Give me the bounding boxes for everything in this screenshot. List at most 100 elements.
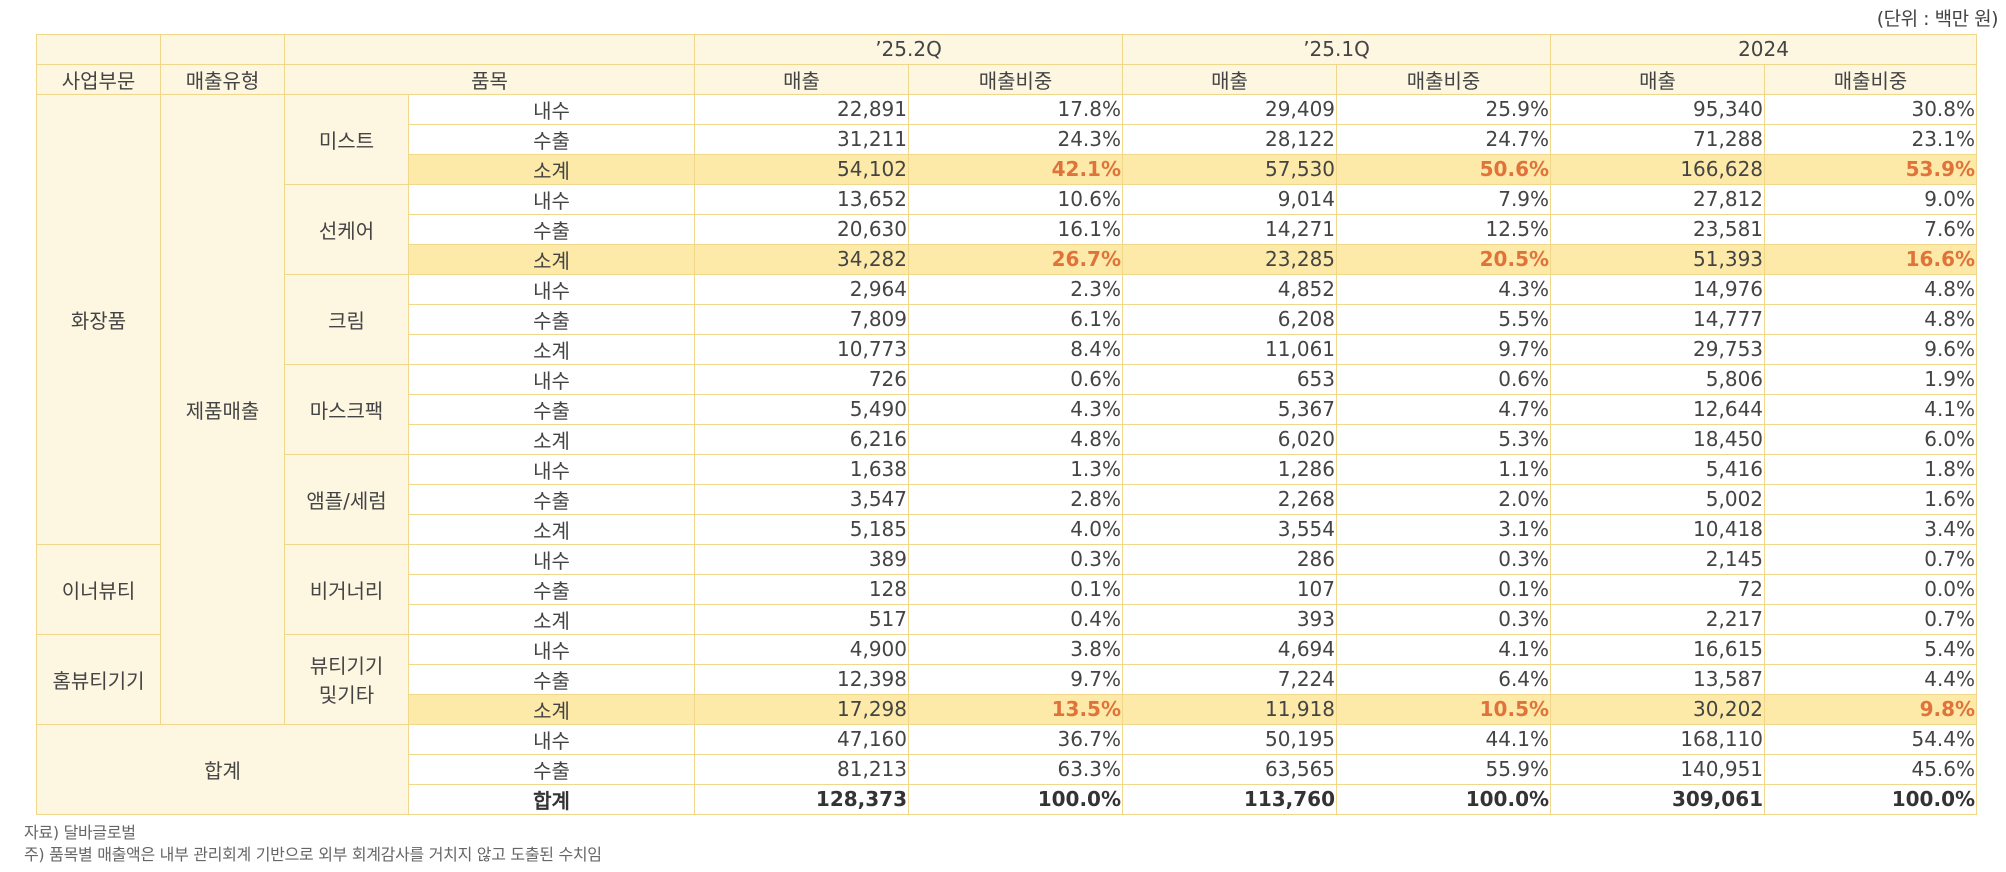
- row-label: 내수: [408, 93, 695, 125]
- item-group-name: 마스크팩: [284, 363, 409, 455]
- share-cell: 100.0%: [907, 783, 1124, 815]
- share-cell: 0.1%: [1336, 573, 1552, 605]
- sales-cell: 28,122: [1122, 123, 1338, 155]
- period-header: 2024: [1550, 34, 1978, 65]
- sales-cell: 11,061: [1122, 333, 1338, 365]
- share-cell: 9.6%: [1764, 333, 1978, 365]
- sales-cell: 128: [694, 573, 909, 605]
- sales-cell: 6,216: [694, 423, 909, 455]
- row-label: 수출: [408, 303, 695, 335]
- sales-cell: 17,298: [694, 693, 909, 725]
- share-cell: 54.4%: [1764, 723, 1978, 755]
- share-cell: 2.0%: [1336, 483, 1552, 515]
- sales-cell: 5,806: [1550, 363, 1766, 395]
- sales-cell: 113,760: [1122, 783, 1338, 815]
- subtotal-row: 소계 34,282 26.7% 23,285 20.5% 51,393 16.6%: [37, 243, 1978, 275]
- share-cell: 1.9%: [1764, 363, 1978, 395]
- share-cell: 0.6%: [907, 363, 1124, 395]
- item-group-label: 미스트: [318, 128, 375, 153]
- share-cell: 9.8%: [1764, 693, 1978, 725]
- sales-table: ’25.2Q ’25.1Q 2024 사업부문 매출유형 품목 매출 매출비중 …: [36, 34, 1978, 815]
- item-group-name: 크림: [284, 273, 409, 365]
- share-cell: 1.6%: [1764, 483, 1978, 515]
- sales-type-cell: 제품매출: [160, 93, 285, 725]
- share-cell: 30.8%: [1764, 93, 1978, 125]
- row-label: 소계: [408, 333, 695, 365]
- share-cell: 5.3%: [1336, 423, 1552, 455]
- sales-cell: 140,951: [1550, 753, 1766, 785]
- sales-cell: 34,282: [694, 243, 909, 275]
- share-header: 매출비중: [1764, 63, 1978, 95]
- table-row: 수출 7,809 6.1% 6,208 5.5% 14,777 4.8%: [37, 303, 1978, 335]
- sales-cell: 2,145: [1550, 543, 1766, 575]
- share-cell: 0.3%: [1336, 543, 1552, 575]
- row-label: 수출: [408, 213, 695, 245]
- row-label: 수출: [408, 573, 695, 605]
- row-label: 내수: [408, 453, 695, 485]
- subtotal-row: 소계 5,185 4.0% 3,554 3.1% 10,418 3.4%: [37, 513, 1978, 545]
- sales-cell: 23,285: [1122, 243, 1338, 275]
- sales-cell: 168,110: [1550, 723, 1766, 755]
- share-cell: 6.4%: [1336, 663, 1552, 695]
- share-cell: 7.9%: [1336, 183, 1552, 215]
- table-row: 수출 3,547 2.8% 2,268 2.0% 5,002 1.6%: [37, 483, 1978, 515]
- share-cell: 8.4%: [907, 333, 1124, 365]
- sales-cell: 128,373: [694, 783, 909, 815]
- row-label: 소계: [408, 693, 695, 725]
- period-header: ’25.1Q: [1122, 34, 1552, 65]
- sales-cell: 71,288: [1550, 123, 1766, 155]
- row-label: 내수: [408, 273, 695, 305]
- share-cell: 53.9%: [1764, 153, 1978, 185]
- sales-cell: 5,416: [1550, 453, 1766, 485]
- sales-cell: 22,891: [694, 93, 909, 125]
- share-cell: 10.6%: [907, 183, 1124, 215]
- source-note: 자료) 달바글로벌: [24, 823, 136, 842]
- share-cell: 25.9%: [1336, 93, 1552, 125]
- row-label: 합계: [408, 783, 695, 815]
- share-cell: 6.1%: [907, 303, 1124, 335]
- sales-cell: 13,652: [694, 183, 909, 215]
- share-cell: 23.1%: [1764, 123, 1978, 155]
- share-cell: 0.7%: [1764, 603, 1978, 635]
- share-cell: 0.3%: [1336, 603, 1552, 635]
- share-cell: 0.7%: [1764, 543, 1978, 575]
- table-row: 크림 내수 2,964 2.3% 4,852 4.3% 14,976 4.8%: [37, 273, 1978, 365]
- share-cell: 2.3%: [907, 273, 1124, 305]
- share-cell: 3.4%: [1764, 513, 1978, 545]
- row-label: 내수: [408, 363, 695, 395]
- header-row-columns: 사업부문 매출유형 품목 매출 매출비중 매출 매출비중 매출 매출비중: [36, 63, 1978, 95]
- share-cell: 45.6%: [1764, 753, 1978, 785]
- share-cell: 4.1%: [1336, 633, 1552, 665]
- subtotal-row: 소계 10,773 8.4% 11,061 9.7% 29,753 9.6%: [37, 333, 1978, 365]
- sales-cell: 393: [1122, 603, 1338, 635]
- subtotal-row: 소계 6,216 4.8% 6,020 5.3% 18,450 6.0%: [37, 423, 1978, 455]
- sales-cell: 4,852: [1122, 273, 1338, 305]
- share-cell: 13.5%: [907, 693, 1124, 725]
- sales-cell: 5,367: [1122, 393, 1338, 425]
- item-group-name: 비거너리: [284, 543, 409, 635]
- sales-cell: 54,102: [694, 153, 909, 185]
- share-cell: 1.8%: [1764, 453, 1978, 485]
- share-cell: 4.8%: [1764, 273, 1978, 305]
- share-cell: 9.7%: [1336, 333, 1552, 365]
- row-label: 내수: [408, 633, 695, 665]
- share-cell: 16.1%: [907, 213, 1124, 245]
- sales-cell: 4,900: [694, 633, 909, 665]
- table-row: 선케어 내수 13,652 10.6% 9,014 7.9% 27,812 9.0%: [37, 183, 1978, 275]
- sales-cell: 30,202: [1550, 693, 1766, 725]
- share-cell: 3.1%: [1336, 513, 1552, 545]
- sales-cell: 81,213: [694, 753, 909, 785]
- subtotal-row: 소계 517 0.4% 393 0.3% 2,217 0.7%: [37, 603, 1978, 635]
- sales-cell: 10,773: [694, 333, 909, 365]
- share-cell: 0.6%: [1336, 363, 1552, 395]
- table-row: 앰플/세럼 내수 1,638 1.3% 1,286 1.1% 5,416 1.8%: [37, 453, 1978, 545]
- item-group-name: 선케어: [284, 183, 409, 275]
- share-cell: 0.4%: [907, 603, 1124, 635]
- sales-cell: 2,268: [1122, 483, 1338, 515]
- header-row-periods: ’25.2Q ’25.1Q 2024: [36, 34, 1978, 65]
- sales-cell: 6,020: [1122, 423, 1338, 455]
- row-label: 소계: [408, 423, 695, 455]
- share-cell: 5.4%: [1764, 633, 1978, 665]
- share-cell: 1.1%: [1336, 453, 1552, 485]
- row-label: 소계: [408, 603, 695, 635]
